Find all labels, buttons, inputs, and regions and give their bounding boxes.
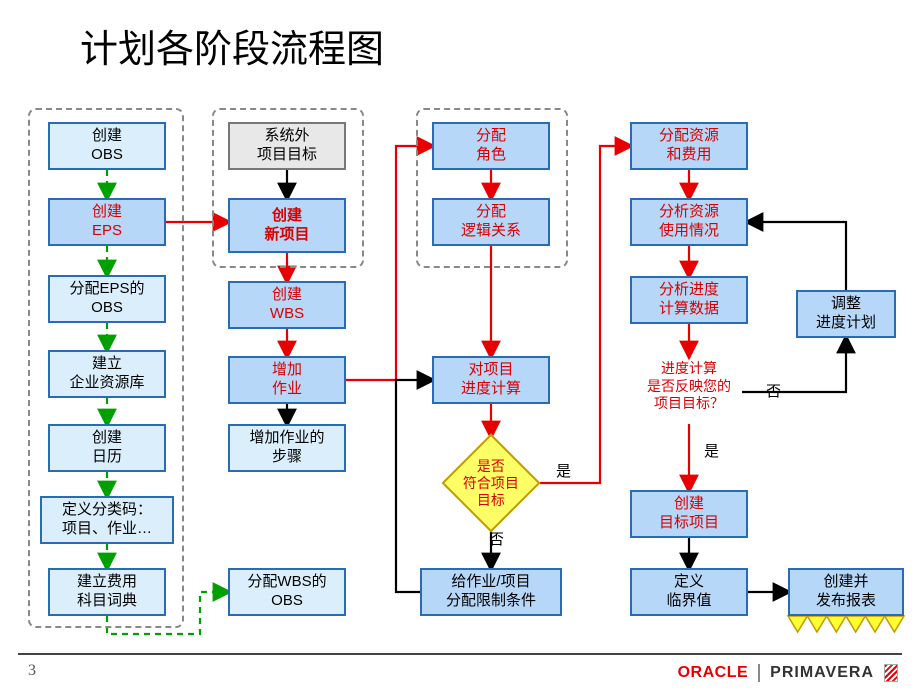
node-text: 创建 [272,286,302,305]
node-text: 创建 [674,495,704,514]
node-text: 分配EPS的 [69,280,144,299]
oracle-logo: ORACLE [678,664,749,682]
node-text: 创建 [92,429,122,448]
diamond-text: 是否符合项目目标 [458,458,524,508]
node-n3: 分配EPS的OBS [48,275,166,323]
node-text: 增加作业的 [249,429,324,448]
node-text: 建立费用 [77,573,137,592]
node-n14: 分配角色 [432,122,550,170]
node-text: 新项目 [264,226,309,245]
node-text: 建立 [92,355,122,374]
node-text: 临界值 [666,592,711,611]
label-l2: 否 [489,528,504,549]
node-text: 发布报表 [816,592,876,611]
node-text: 创建 [272,207,302,226]
node-text: 创建并 [823,573,868,592]
node-n2: 创建EPS [48,198,166,246]
node-text: 项目、作业… [62,520,152,539]
node-n22: 创建目标项目 [630,490,748,538]
node-text: 角色 [476,146,506,165]
node-text: 作业 [272,380,302,399]
node-n1: 创建OBS [48,122,166,170]
node-n13: 分配WBS的OBS [228,568,346,616]
node-text: 和费用 [666,146,711,165]
node-text: 使用情况 [659,222,719,241]
node-n24: 创建并发布报表 [788,568,904,616]
node-n11: 增加作业 [228,356,346,404]
node-text: 定义分类码： [62,501,152,520]
node-n9: 创建新项目 [228,198,346,253]
node-text: 调整 [831,295,861,314]
node-text: 计算数据 [659,300,719,319]
node-n10: 创建WBS [228,281,346,329]
node-text: 步骤 [272,448,302,467]
node-n8: 系统外项目目标 [228,122,346,170]
node-n20: 分析进度计算数据 [630,276,748,324]
node-text: EPS [92,222,122,241]
label-l1: 是 [556,460,571,481]
node-text: 分配 [476,203,506,222]
node-text: 分配 [476,127,506,146]
edge-n21-n19 [748,222,846,290]
page-number: 3 [28,662,36,680]
node-text: 科目词典 [77,592,137,611]
node-text: 日历 [92,448,122,467]
node-text: 创建 [92,127,122,146]
primavera-icon [884,664,898,682]
node-text: 定义 [674,573,704,592]
node-n5: 创建日历 [48,424,166,472]
node-n7: 建立费用科目词典 [48,568,166,616]
node-text: 目标项目 [659,514,719,533]
node-n17: 给作业/项目分配限制条件 [420,568,562,616]
node-n4: 建立企业资源库 [48,350,166,398]
node-text: 创建 [92,203,122,222]
node-n12: 增加作业的步骤 [228,424,346,472]
node-text: OBS [91,146,123,165]
node-n6: 定义分类码：项目、作业… [40,496,174,544]
node-text: 项目目标 [257,146,317,165]
node-n19: 分析资源使用情况 [630,198,748,246]
node-n18: 分配资源和费用 [630,122,748,170]
node-text: 给作业/项目 [451,573,530,592]
node-text: 企业资源库 [69,374,144,393]
node-text: OBS [271,592,303,611]
starburst-icon [788,616,904,632]
node-text: OBS [91,299,123,318]
footer-brand: ORACLE PRIMAVERA [678,664,898,682]
node-text: 分析进度 [659,281,719,300]
primavera-logo: PRIMAVERA [770,664,874,682]
node-text: 系统外 [264,127,309,146]
node-n16: 对项目进度计算 [432,356,550,404]
node-text: 增加 [272,361,302,380]
node-n21: 调整进度计划 [796,290,896,338]
brand-separator [758,664,760,682]
node-text: 进度计算 [461,380,521,399]
node-n15: 分配逻辑关系 [432,198,550,246]
node-text: 对项目 [468,361,513,380]
edge-dt2-n21 [742,338,846,392]
node-n23: 定义临界值 [630,568,748,616]
node-text: WBS [270,305,304,324]
label-l4: 否 [766,380,781,401]
node-text: 分析资源 [659,203,719,222]
decision-dt2: 进度计算是否反映您的项目目标？ [636,360,742,413]
node-text: 分配限制条件 [446,592,536,611]
footer-divider [18,653,902,655]
edge-n17-n16 [396,380,432,592]
node-text: 分配WBS的 [247,573,326,592]
node-text: 进度计划 [816,314,876,333]
label-l3: 是 [704,440,719,461]
node-text: 分配资源 [659,127,719,146]
node-text: 逻辑关系 [461,222,521,241]
